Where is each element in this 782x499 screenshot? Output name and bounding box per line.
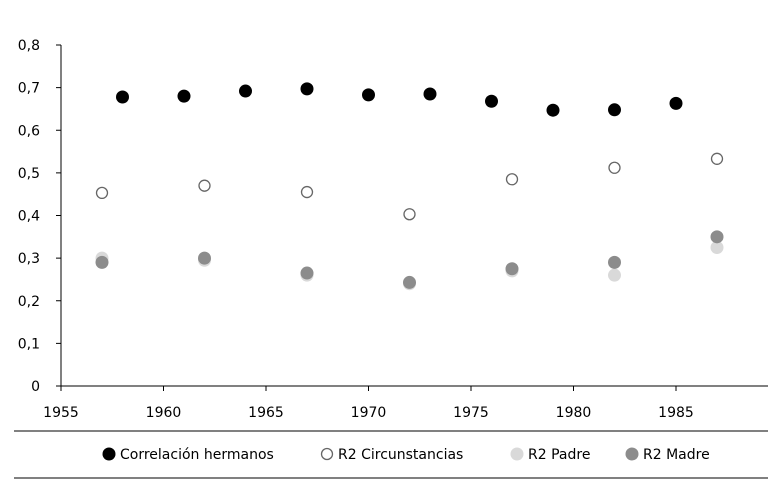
y-axis-ticks: 0 0,1 0,2 0,3 0,4 0,5 0,6 0,7 0,8: [18, 38, 61, 395]
point-r2-madre: [95, 255, 109, 269]
point-r2-madre: [608, 255, 621, 269]
x-tick-label: 1980: [556, 405, 592, 421]
y-tick-label: 0,8: [18, 38, 40, 54]
point-correlacion-hermanos: [177, 89, 191, 103]
point-correlacion-hermanos: [362, 88, 375, 102]
point-r2-circunstancias: [198, 179, 211, 192]
x-tick-label: 1970: [351, 405, 387, 421]
legend-label: R2 Padre: [528, 447, 590, 463]
point-r2-madre: [300, 266, 314, 280]
point-correlacion-hermanos: [239, 84, 252, 98]
y-tick-label: 0,6: [18, 123, 40, 139]
x-tick-label: 1960: [146, 405, 182, 421]
point-r2-circunstancias: [300, 185, 314, 199]
point-r2-circunstancias: [403, 208, 416, 221]
point-r2-circunstancias: [95, 186, 109, 200]
legend-label: R2 Circunstancias: [338, 447, 463, 463]
point-r2-madre: [403, 275, 416, 289]
point-r2-padre: [710, 240, 724, 254]
legend-marker: [625, 447, 639, 461]
point-r2-circunstancias: [710, 152, 724, 165]
y-tick-label: 0,4: [18, 209, 40, 225]
y-tick-label: 0,3: [18, 251, 40, 267]
x-tick-label: 1965: [248, 405, 284, 421]
point-correlacion-hermanos: [669, 96, 683, 110]
x-tick-label: 1955: [43, 405, 79, 421]
x-axis-ticks: 1955 1960 1965 1970 1975 1980 1985: [43, 386, 694, 421]
x-tick-label: 1985: [658, 405, 694, 421]
y-tick-label: 0,7: [18, 81, 40, 97]
point-correlacion-hermanos: [485, 94, 498, 108]
point-r2-circunstancias: [505, 173, 519, 186]
data-points: [95, 82, 724, 291]
point-r2-circunstancias: [608, 161, 621, 174]
x-tick-label: 1975: [453, 405, 489, 421]
point-correlacion-hermanos: [116, 90, 129, 104]
y-tick-label: 0,2: [18, 294, 40, 310]
legend-marker: [320, 447, 334, 461]
point-correlacion-hermanos: [608, 103, 621, 117]
point-r2-padre: [608, 268, 621, 282]
point-correlacion-hermanos: [300, 82, 314, 96]
point-correlacion-hermanos: [423, 87, 437, 101]
y-tick-label: 0,1: [18, 336, 40, 352]
point-r2-madre: [710, 230, 724, 244]
legend-label: Correlación hermanos: [120, 447, 274, 463]
point-correlacion-hermanos: [546, 103, 560, 117]
legend: Correlación hermanos R2 Circunstancias R2 …: [102, 447, 710, 463]
y-tick-label: 0,5: [18, 166, 40, 182]
legend-marker: [102, 447, 116, 461]
legend-marker: [510, 447, 524, 461]
y-tick-label: 0: [31, 379, 40, 395]
point-r2-madre: [505, 262, 519, 276]
legend-label: R2 Madre: [643, 447, 710, 463]
point-r2-madre: [198, 251, 211, 265]
